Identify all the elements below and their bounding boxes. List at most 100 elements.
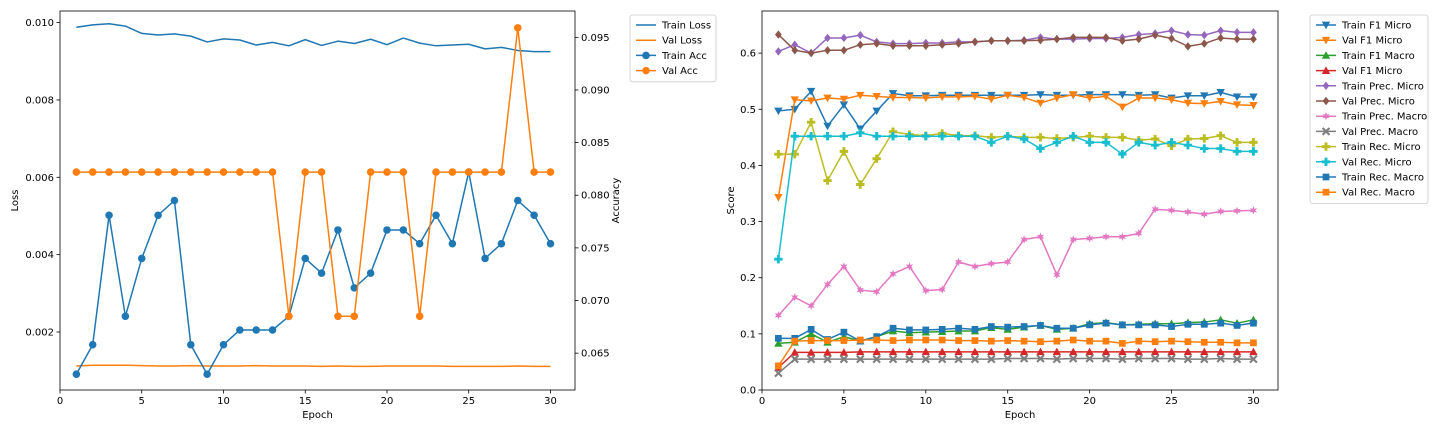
data-point (1053, 324, 1061, 332)
data-point (1020, 235, 1028, 244)
data-point (938, 326, 946, 333)
data-point (1217, 319, 1225, 327)
data-point (856, 347, 865, 356)
data-point (987, 259, 995, 268)
data-point (839, 95, 849, 104)
data-point (1151, 338, 1159, 346)
legend-item: Val F1 Micro (1316, 66, 1402, 77)
legend-label: Train Acc (661, 51, 707, 62)
data-point (546, 239, 555, 248)
x-tick-label: 5 (139, 396, 145, 407)
data-point (1217, 33, 1225, 43)
data-point (334, 312, 342, 321)
data-point (1085, 138, 1094, 147)
data-point (1036, 354, 1045, 363)
data-point (1135, 321, 1143, 329)
data-point (954, 257, 963, 267)
data-point (1004, 323, 1012, 331)
series-val-rec-micro (774, 128, 1258, 264)
data-point (872, 132, 881, 141)
data-point (987, 347, 996, 356)
data-point (72, 370, 81, 378)
data-point (921, 347, 931, 356)
data-point (1085, 94, 1094, 103)
data-point (823, 176, 832, 185)
y2-tick-label: 0.070 (581, 296, 610, 307)
data-point (1233, 322, 1241, 329)
data-point (1101, 138, 1111, 147)
data-point (1233, 34, 1241, 44)
data-point (1134, 354, 1143, 363)
legend-item: Val Acc (636, 66, 698, 77)
data-point (1019, 347, 1029, 356)
data-point (955, 324, 962, 332)
data-point (970, 132, 980, 141)
data-point (937, 93, 947, 102)
data-point (497, 239, 506, 248)
data-point (790, 354, 799, 364)
data-point (1069, 347, 1078, 356)
data-point (856, 336, 864, 344)
data-point (1250, 34, 1257, 44)
data-point (775, 362, 782, 370)
data-point (856, 354, 865, 364)
y2-tick-label: 0.090 (581, 85, 610, 96)
data-point (415, 239, 424, 248)
data-point (922, 326, 930, 334)
x-tick-label: 0 (759, 396, 765, 407)
data-point (839, 101, 849, 109)
data-point (1200, 92, 1209, 100)
legend-label: Val Acc (662, 66, 698, 77)
data-point (1217, 26, 1225, 35)
x-tick-label: 25 (462, 396, 475, 407)
data-point (366, 168, 375, 176)
data-point (987, 337, 995, 345)
data-point (987, 91, 996, 100)
data-point (856, 30, 864, 40)
legend-marker (642, 66, 650, 75)
data-point (938, 40, 946, 49)
data-point (807, 326, 815, 333)
data-point (1118, 149, 1127, 159)
legend-item: Val F1 Micro (1316, 36, 1402, 47)
data-point (464, 168, 473, 176)
data-point (546, 168, 555, 176)
data-point (971, 337, 979, 344)
data-point (1232, 101, 1242, 109)
data-point (922, 336, 930, 344)
data-point (1036, 99, 1045, 108)
y-tick-label: 0.0 (740, 386, 756, 397)
data-point (252, 326, 260, 334)
legend-box (629, 14, 717, 83)
data-point (1135, 229, 1143, 238)
data-point (1216, 354, 1225, 363)
legend-marker (1322, 96, 1330, 106)
data-point (955, 39, 962, 48)
data-point (824, 46, 831, 55)
x-tick-label: 30 (544, 396, 557, 407)
data-point (513, 196, 522, 205)
data-point (1168, 34, 1175, 43)
data-point (888, 132, 898, 141)
data-point (970, 92, 980, 101)
legend-marker (1322, 112, 1330, 121)
data-point (791, 337, 799, 345)
data-point (1134, 347, 1143, 356)
data-point (1168, 26, 1175, 35)
y-tick-label: 0.006 (25, 173, 54, 184)
data-point (1119, 36, 1126, 45)
data-point (1183, 134, 1193, 144)
data-point (873, 39, 881, 48)
data-point (1003, 354, 1012, 363)
y-axis-label: Score (726, 186, 737, 214)
data-point (415, 312, 424, 321)
data-point (1085, 132, 1094, 141)
data-point (1168, 337, 1175, 345)
data-point (971, 37, 979, 47)
series-val-rec-macro (775, 336, 1257, 370)
series-val-prec-micro (775, 30, 1257, 58)
series-line (777, 34, 1254, 54)
data-point (1184, 30, 1192, 39)
data-point (775, 334, 782, 342)
y-tick-label: 0.008 (25, 95, 54, 106)
